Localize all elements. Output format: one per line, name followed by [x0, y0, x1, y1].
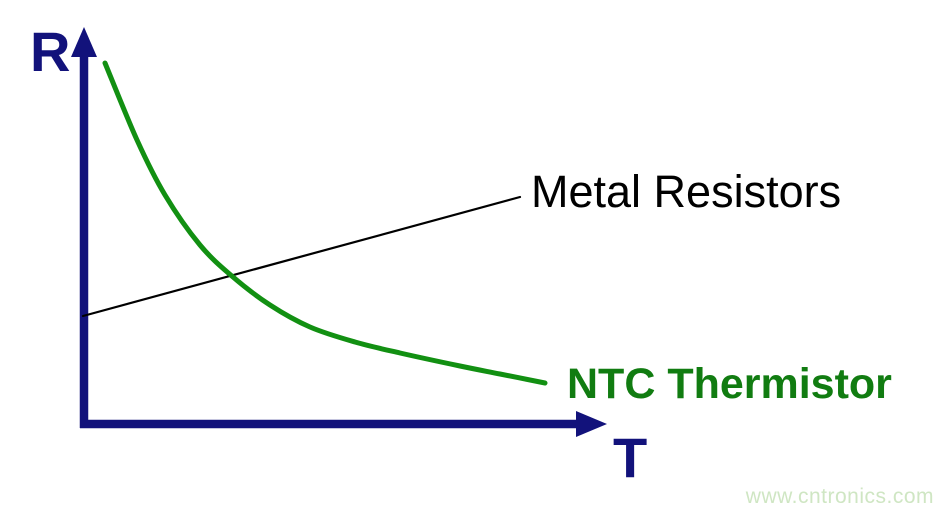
- series-lines: [81, 60, 548, 386]
- metal-resistors-line: [81, 195, 522, 318]
- y-axis-arrowhead: [71, 27, 97, 57]
- metal-resistors-label: Metal Resistors: [531, 166, 841, 217]
- ntc-thermistor-curve: [102, 60, 548, 386]
- y-axis-label: R: [30, 20, 70, 83]
- ntc-thermistor-label: NTC Thermistor: [567, 360, 892, 408]
- watermark-text: www.cntronics.com: [745, 485, 934, 508]
- axes: [71, 27, 607, 437]
- x-axis-arrowhead: [576, 411, 607, 437]
- x-axis-label: T: [613, 426, 647, 489]
